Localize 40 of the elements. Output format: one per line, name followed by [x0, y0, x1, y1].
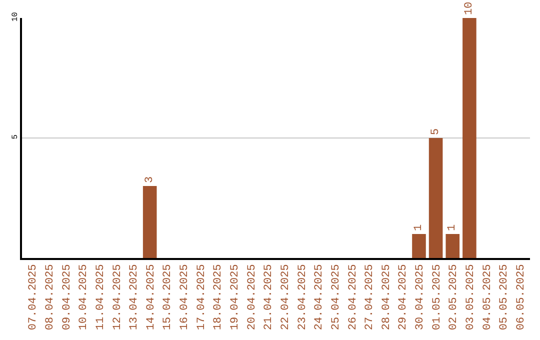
data-label: 1	[446, 224, 459, 231]
bar	[142, 186, 157, 258]
x-tick-label: 25.04.2025	[330, 264, 342, 330]
x-tick-label: 26.04.2025	[347, 264, 360, 330]
data-label: 1	[412, 224, 425, 231]
x-tick-label: 20.04.2025	[246, 264, 258, 330]
x-tick-label: 01.05.2025	[431, 264, 444, 330]
x-tick-label: 07.04.2025	[28, 264, 40, 330]
x-tick-label: 12.04.2025	[112, 264, 124, 330]
bar	[446, 234, 460, 258]
x-tick-label: 09.04.2025	[61, 264, 74, 330]
bar	[428, 138, 443, 258]
x-tick-label: 23.04.2025	[296, 264, 309, 330]
x-tick-label: 18.04.2025	[212, 264, 225, 330]
x-tick-label: 14.04.2025	[145, 264, 158, 330]
data-label: 10	[463, 2, 476, 15]
x-tick-label: 24.04.2025	[314, 264, 326, 330]
data-label: 3	[144, 176, 156, 183]
x-tick-label: 22.04.2025	[280, 264, 292, 330]
x-tick-label: 08.04.2025	[44, 264, 56, 330]
x-tick-label: 03.05.2025	[465, 264, 478, 330]
bar	[462, 18, 476, 258]
x-tick-label: 16.04.2025	[179, 264, 192, 330]
x-tick-label: 04.05.2025	[482, 264, 494, 330]
x-tick-label: 21.04.2025	[263, 264, 276, 330]
x-tick-label: 02.05.2025	[448, 264, 460, 330]
bar	[412, 234, 426, 258]
x-tick-label: 05.05.2025	[498, 264, 511, 330]
x-tick-label: 17.04.2025	[196, 264, 208, 330]
x-tick-label: 10.04.2025	[78, 264, 90, 330]
x-tick-label: 27.04.2025	[364, 264, 376, 330]
x-tick-label: 15.04.2025	[162, 264, 174, 330]
data-label: 5	[430, 128, 442, 135]
x-tick-label: 06.05.2025	[515, 264, 528, 330]
x-tick-label: 13.04.2025	[128, 264, 141, 330]
x-tick-label: 30.04.2025	[414, 264, 427, 330]
x-tick-label: 11.04.2025	[94, 264, 107, 330]
x-tick-label: 29.04.2025	[398, 264, 410, 330]
x-tick-label: 28.04.2025	[380, 264, 393, 330]
x-tick-label: 19.04.2025	[230, 264, 242, 330]
